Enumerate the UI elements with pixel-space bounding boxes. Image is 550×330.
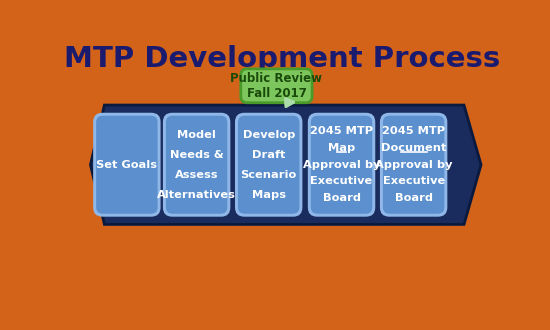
Text: Assess: Assess bbox=[175, 170, 218, 180]
FancyBboxPatch shape bbox=[241, 69, 312, 103]
Text: Set Goals: Set Goals bbox=[96, 160, 157, 170]
Text: Map: Map bbox=[328, 143, 355, 153]
Text: Alternatives: Alternatives bbox=[157, 190, 236, 200]
Text: Public Review
Fall 2017: Public Review Fall 2017 bbox=[230, 72, 322, 100]
Text: Board: Board bbox=[322, 193, 361, 203]
FancyBboxPatch shape bbox=[95, 115, 158, 215]
Text: Maps: Maps bbox=[252, 190, 285, 200]
Text: Approval by: Approval by bbox=[375, 160, 452, 170]
FancyBboxPatch shape bbox=[235, 113, 302, 217]
FancyBboxPatch shape bbox=[380, 113, 447, 217]
FancyBboxPatch shape bbox=[308, 113, 375, 217]
FancyBboxPatch shape bbox=[165, 115, 228, 215]
FancyBboxPatch shape bbox=[382, 115, 446, 215]
FancyBboxPatch shape bbox=[93, 113, 161, 217]
Text: 2045 MTP: 2045 MTP bbox=[310, 126, 373, 136]
FancyBboxPatch shape bbox=[310, 115, 373, 215]
Text: Needs &: Needs & bbox=[170, 150, 223, 160]
Text: Scenario: Scenario bbox=[240, 170, 297, 180]
Text: Approval by: Approval by bbox=[303, 160, 380, 170]
Polygon shape bbox=[90, 105, 481, 224]
Text: Executive: Executive bbox=[382, 177, 445, 186]
FancyBboxPatch shape bbox=[237, 115, 300, 215]
Text: Model: Model bbox=[177, 130, 216, 140]
FancyBboxPatch shape bbox=[163, 113, 230, 217]
Text: Develop: Develop bbox=[243, 130, 295, 140]
Text: Document: Document bbox=[381, 143, 446, 153]
Text: MTP Development Process: MTP Development Process bbox=[64, 45, 500, 73]
Text: 2045 MTP: 2045 MTP bbox=[382, 126, 445, 136]
Text: Draft: Draft bbox=[252, 150, 285, 160]
Text: Executive: Executive bbox=[310, 177, 373, 186]
Text: Board: Board bbox=[395, 193, 433, 203]
